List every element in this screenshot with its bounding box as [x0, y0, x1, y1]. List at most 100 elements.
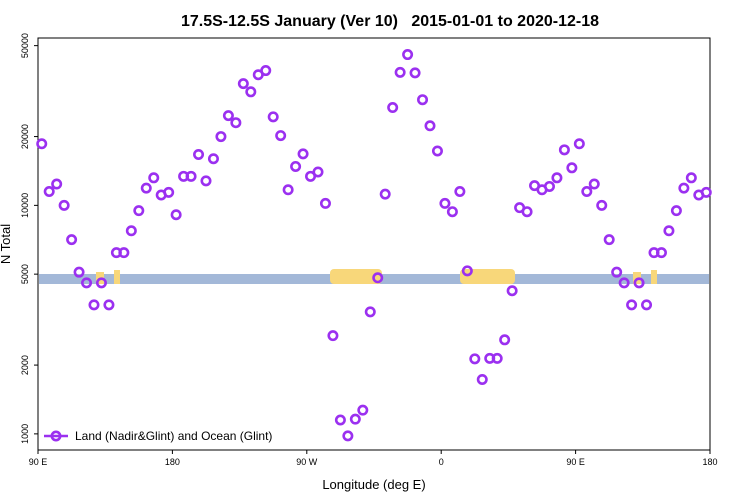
point: [88, 299, 100, 311]
point: [700, 186, 712, 198]
point: [409, 67, 421, 79]
point: [245, 86, 257, 98]
point: [267, 111, 279, 123]
x-tick-label: 0: [439, 457, 444, 467]
point: [469, 353, 481, 365]
point: [670, 205, 682, 217]
point: [163, 186, 175, 198]
point: [417, 94, 429, 106]
point: [275, 130, 287, 142]
point: [319, 197, 331, 209]
point: [73, 266, 85, 278]
point: [312, 166, 324, 178]
point: [685, 172, 697, 184]
point: [230, 117, 242, 129]
point: [103, 299, 115, 311]
point: [499, 334, 511, 346]
point: [43, 185, 55, 197]
x-tick-label: 90 W: [296, 457, 318, 467]
chart-title: 17.5S-12.5S January (Ver 10) 2015-01-01 …: [181, 13, 599, 30]
point: [626, 299, 638, 311]
point: [476, 373, 488, 385]
point: [461, 265, 473, 277]
point: [342, 430, 354, 442]
point: [633, 277, 645, 289]
legend-label: Land (Nadir&Glint) and Ocean (Glint): [75, 429, 272, 443]
point: [125, 225, 137, 237]
y-tick-label: 1000: [20, 424, 30, 444]
point: [133, 205, 145, 217]
point: [334, 414, 346, 426]
point: [290, 160, 302, 172]
point: [566, 162, 578, 174]
point: [402, 49, 414, 61]
point: [118, 247, 130, 259]
point: [327, 330, 339, 342]
point: [521, 206, 533, 218]
point: [603, 234, 615, 246]
y-tick-label: 2000: [20, 355, 30, 375]
point: [611, 266, 623, 278]
point: [439, 197, 451, 209]
point: [641, 299, 653, 311]
point: [424, 120, 436, 132]
point: [663, 225, 675, 237]
point: [581, 185, 593, 197]
point: [357, 404, 369, 416]
point: [148, 172, 160, 184]
point: [349, 413, 361, 425]
point: [551, 172, 563, 184]
y-tick-label: 50000: [20, 33, 30, 58]
x-tick-label: 90 E: [566, 457, 585, 467]
point: [454, 185, 466, 197]
y-tick-label: 10000: [20, 193, 30, 218]
point: [260, 65, 272, 77]
point: [394, 66, 406, 78]
point: [618, 277, 630, 289]
x-tick-label: 180: [702, 457, 717, 467]
land-strip: [114, 270, 120, 284]
point: [193, 148, 205, 160]
point: [81, 277, 93, 289]
point: [678, 182, 690, 194]
point: [655, 247, 667, 259]
x-axis-label: Longitude (deg E): [322, 477, 425, 492]
point: [58, 199, 70, 211]
land-strip: [651, 270, 657, 284]
point: [185, 170, 197, 182]
point: [491, 352, 503, 364]
point: [558, 144, 570, 156]
point: [140, 182, 152, 194]
legend-marker: [50, 430, 62, 442]
point: [596, 199, 608, 211]
point: [237, 78, 249, 90]
point: [95, 277, 107, 289]
y-tick-label: 20000: [20, 124, 30, 149]
point: [387, 102, 399, 114]
point: [66, 234, 78, 246]
point: [372, 272, 384, 284]
point: [222, 110, 234, 122]
point: [573, 138, 585, 150]
point: [543, 180, 555, 192]
point: [506, 285, 518, 297]
point: [588, 178, 600, 190]
plot-frame: [37, 37, 711, 451]
y-axis-label: N Total: [0, 224, 13, 264]
point: [379, 188, 391, 200]
point: [51, 178, 63, 190]
point: [297, 148, 309, 160]
x-tick-label: 90 E: [29, 457, 48, 467]
point: [282, 184, 294, 196]
point: [36, 138, 48, 150]
point: [215, 131, 227, 143]
point: [207, 153, 219, 165]
point: [170, 209, 182, 221]
x-tick-label: 180: [165, 457, 180, 467]
y-tick-label: 5000: [20, 264, 30, 284]
point: [431, 145, 443, 157]
land-strip: [460, 269, 515, 284]
point: [364, 306, 376, 318]
point: [446, 206, 458, 218]
